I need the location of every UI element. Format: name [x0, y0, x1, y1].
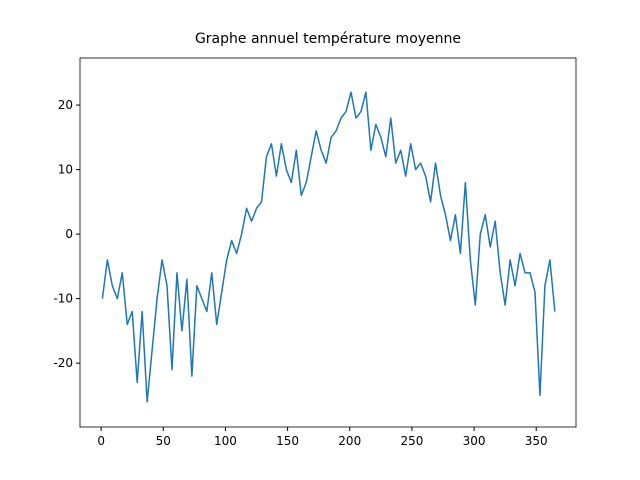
- x-tick-label: 250: [400, 434, 423, 448]
- plot-frame: [79, 57, 577, 428]
- y-tick-label: -10: [53, 292, 73, 306]
- x-tick-label: 200: [338, 434, 361, 448]
- x-tick-label: 300: [463, 434, 486, 448]
- x-tick-label: 350: [525, 434, 548, 448]
- x-tick-label: 100: [214, 434, 237, 448]
- y-tick-label: 10: [58, 163, 73, 177]
- x-tick-label: 50: [156, 434, 171, 448]
- y-tick-label: 20: [58, 98, 73, 112]
- y-tick-label: -20: [53, 356, 73, 370]
- line-series: [101, 91, 556, 403]
- x-tick-label: 150: [276, 434, 299, 448]
- x-tick-label: 0: [97, 434, 105, 448]
- y-tick-label: 0: [65, 227, 73, 241]
- chart-title: Graphe annuel température moyenne: [195, 31, 461, 47]
